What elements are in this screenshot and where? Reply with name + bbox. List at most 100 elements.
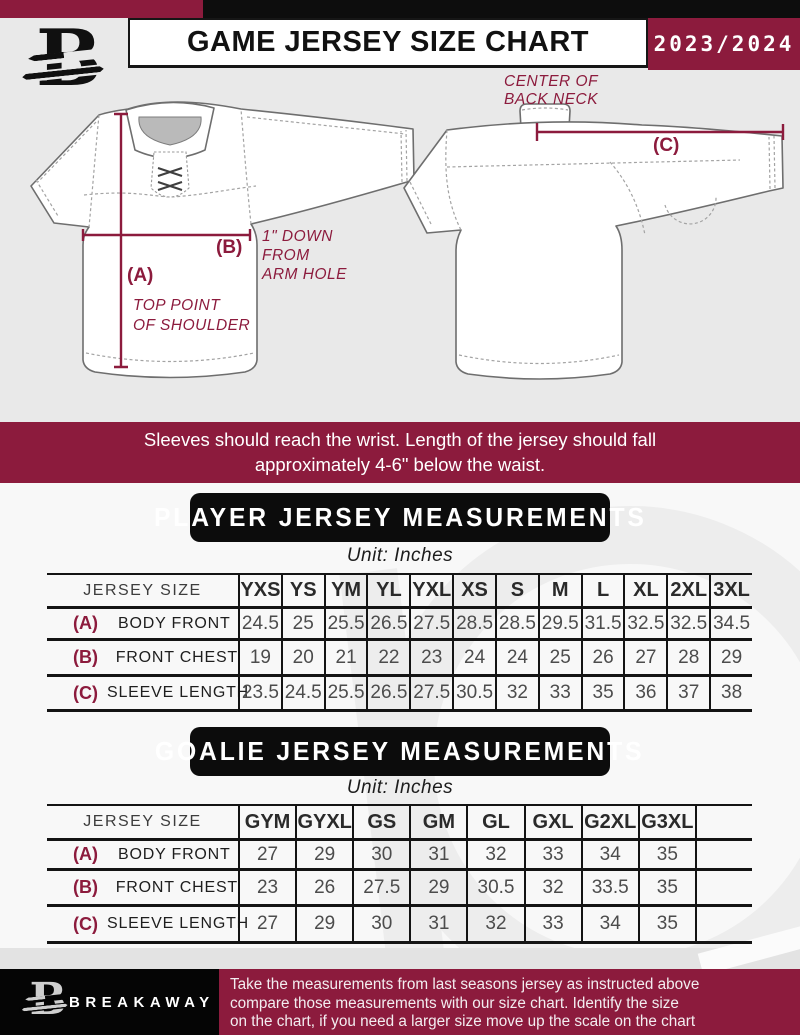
measurement-cell: 26 (295, 871, 353, 907)
row-key: (B) (73, 877, 98, 897)
size-column-header: G2XL (580, 804, 638, 841)
measurement-cell: 24.5 (238, 609, 281, 641)
measurement-cell: 27.5 (409, 609, 453, 641)
footer-instructions: Take the measurements from last seasons … (230, 976, 790, 1032)
front-left-cuff-seam (35, 179, 59, 217)
measurement-cell: 35 (637, 841, 695, 871)
measurement-cell: 33.5 (580, 871, 638, 907)
back-hem-seam (458, 354, 620, 365)
fit-note-line-2: approximately 4-6" below the waist. (254, 454, 546, 475)
row-label-text: FRONT CHEST (115, 878, 238, 896)
footer-instructions-line-1: Take the measurements from last seasons … (230, 976, 700, 993)
measurement-cell: 23 (409, 641, 453, 677)
measurement-cell: 29 (295, 907, 353, 944)
footer-breakaway-logo-icon: B (19, 977, 74, 1021)
measurement-cell: 38 (709, 677, 752, 712)
goalie-unit-label: Unit: Inches (346, 777, 454, 798)
measurement-cell: 33 (523, 841, 581, 871)
measurement-cell: 30.5 (452, 677, 495, 712)
back-left-cuff-seam (409, 181, 433, 227)
measurement-cell: 27 (623, 641, 667, 677)
size-column-header: GXL (523, 804, 581, 841)
row-key: (C) (73, 913, 98, 934)
row-label-cell: (A) BODY FRONT (47, 841, 238, 871)
size-column-header (694, 804, 752, 841)
top-bar-maroon (0, 0, 203, 18)
row-label-text: BODY FRONT (118, 614, 231, 632)
measurement-cell: 34 (580, 907, 638, 944)
row-label-cell: (C) SLEEVE LENGTH (47, 907, 248, 944)
back-center-seam (609, 161, 646, 236)
player-measurements-table: JERSEY SIZE YXS YS YM YL YXL XS S M L XL 2XL 3XL (A) B… (47, 573, 752, 712)
row-label-cell: (C) SLEEVE LENGTH (47, 677, 248, 712)
measurement-cell: 30.5 (466, 871, 524, 907)
front-lace-placket (150, 151, 190, 198)
footer-brand-name: BREAKAWAY (69, 994, 215, 1011)
size-header-cell: JERSEY SIZE (47, 573, 238, 609)
row-label-text: FRONT CHEST (115, 648, 238, 666)
row-label-text: BODY FRONT (118, 845, 231, 863)
measurement-cell: 28.5 (494, 609, 538, 641)
front-left-armhole-seam (88, 114, 100, 228)
goalie-measurements-table: JERSEY SIZE GYM GYXL GS GM GL GXL G2XL G3XL (A) BO… (47, 804, 752, 944)
size-column-header: S (494, 573, 538, 609)
goalie-section-title-box: GOALIE JERSEY MEASUREMENTS (155, 727, 642, 776)
goalie-section-title: GOALIE JERSEY MEASUREMENTS (155, 736, 645, 766)
size-column-header: 2XL (666, 573, 710, 609)
size-column-header: GYXL (295, 804, 353, 841)
measurement-cell: 32 (466, 907, 524, 944)
measure-c-label: (C) (653, 135, 679, 156)
measurement-cell: 31.5 (580, 609, 624, 641)
measurement-cell: 25.5 (323, 677, 367, 712)
measurement-cell: 24 (494, 641, 538, 677)
measurement-cell: 23.5 (238, 677, 281, 712)
size-column-header: GS (352, 804, 410, 841)
measurement-cell: 19 (238, 641, 281, 677)
measure-b-note-1: 1" DOWN (262, 228, 333, 245)
measurement-cell: 27 (238, 841, 296, 871)
measurement-cell: 35 (637, 907, 695, 944)
measurement-cell: 30 (352, 907, 410, 944)
measurement-cell: 27.5 (352, 871, 410, 907)
measurement-cell: 31 (409, 841, 467, 871)
measurement-cell: 29.5 (537, 609, 581, 641)
player-section-title: PLAYER JERSEY MEASUREMENTS (153, 502, 647, 532)
measurement-cell (694, 871, 752, 907)
measure-b-line (81, 229, 252, 241)
measurement-cell: 23 (238, 871, 296, 907)
measurement-cell: 29 (295, 841, 353, 871)
measurement-cell: 32 (466, 841, 524, 871)
measurement-cell: 32 (523, 871, 581, 907)
measurement-cell: 25 (280, 609, 324, 641)
back-jersey-outline (403, 121, 784, 380)
measurement-cell: 26.5 (366, 677, 410, 712)
row-key: (B) (73, 647, 98, 667)
measurement-cell (694, 907, 752, 944)
measure-a-note-1: TOP POINT (133, 297, 221, 314)
measurement-cell: 26 (580, 641, 624, 677)
row-key: (C) (73, 682, 98, 703)
measurement-cell: 32.5 (666, 609, 710, 641)
back-yoke-seam (446, 159, 741, 168)
measurement-cell: 27.5 (409, 677, 453, 712)
measure-a-line (114, 112, 128, 369)
measurement-cell: 33 (537, 677, 581, 712)
measurement-cell: 25.5 (323, 609, 367, 641)
size-column-header: YXS (238, 573, 281, 609)
measurement-cell: 20 (280, 641, 324, 677)
size-header-cell: JERSEY SIZE (47, 804, 238, 841)
measurement-cell: 24.5 (280, 677, 324, 712)
row-label-text: SLEEVE LENGTH (107, 684, 250, 701)
row-key: (A) (73, 613, 98, 633)
season-badge: 2023/2024 (648, 18, 800, 70)
season-label: 2023/2024 (653, 32, 795, 56)
front-left-sleeve-seam (37, 121, 97, 183)
size-column-header: YM (323, 573, 367, 609)
measurement-cell: 34.5 (709, 609, 752, 641)
measurement-cell: 33 (523, 907, 581, 944)
front-laces (157, 167, 183, 191)
measurement-cell: 26.5 (366, 609, 410, 641)
measurement-cell: 28.5 (452, 609, 495, 641)
size-column-header: L (580, 573, 624, 609)
